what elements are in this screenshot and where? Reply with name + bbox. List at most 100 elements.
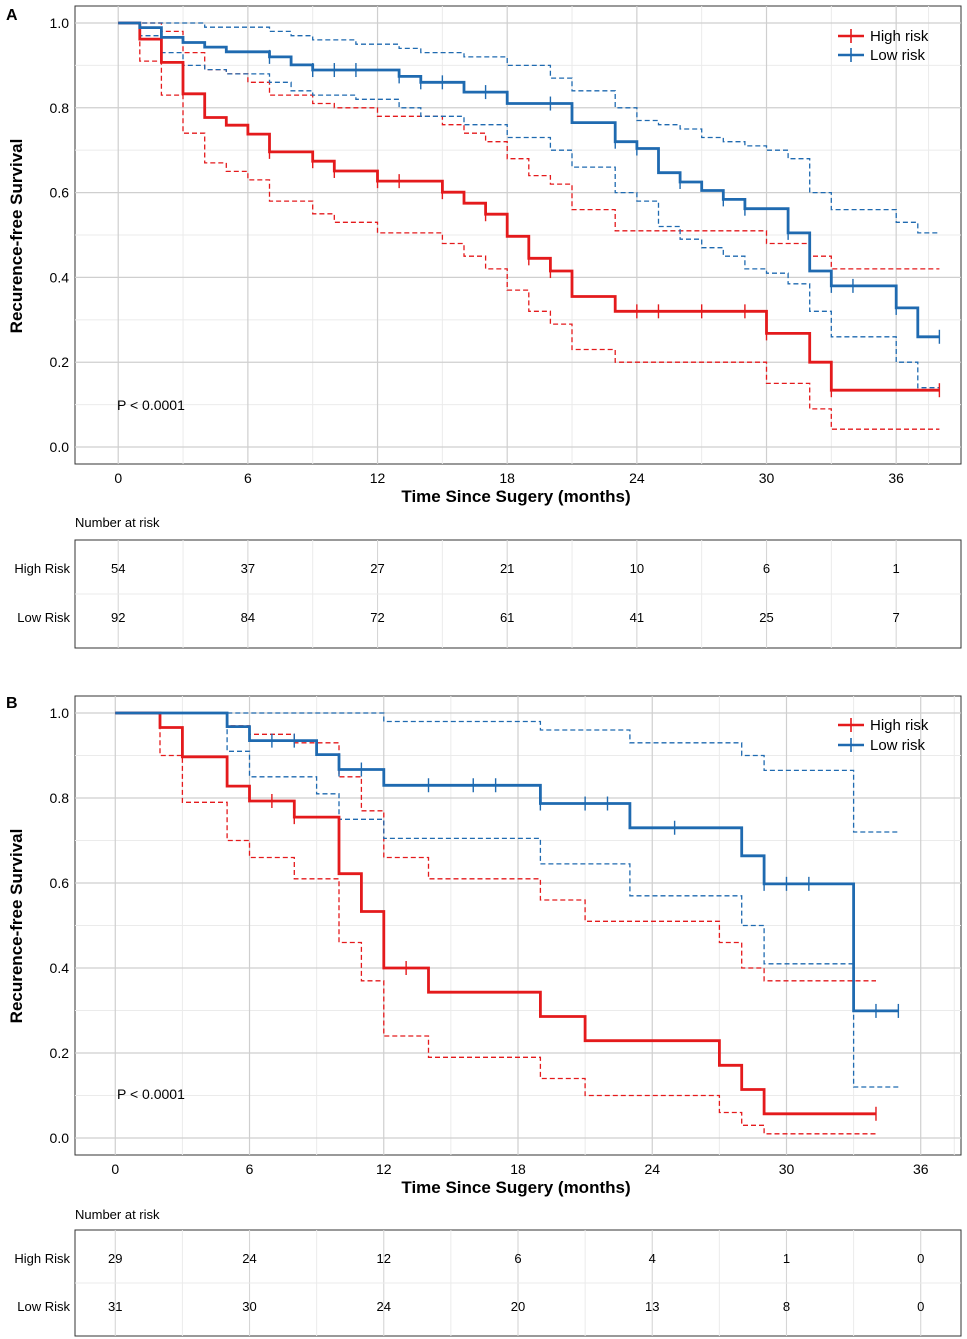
x-tick-label: 24 xyxy=(629,470,645,486)
risk-count: 8 xyxy=(783,1299,790,1314)
x-tick-label: 18 xyxy=(499,470,515,486)
low-risk-survival-curve xyxy=(115,711,899,1013)
y-tick-label: 0.8 xyxy=(50,100,70,116)
x-tick-label: 24 xyxy=(644,1161,660,1177)
low-risk-upper-ci xyxy=(115,712,899,833)
panel-a-y-ticks: 0.0 0.2 0.4 0.6 0.8 1.0 xyxy=(50,15,70,455)
panel-b-risk-table-grid xyxy=(75,1230,961,1336)
panel-b-legend: High risk Low risk xyxy=(838,717,929,754)
risk-count: 20 xyxy=(511,1299,525,1314)
panel-b-y-axis-title: Recurence-free Survival xyxy=(7,829,26,1024)
high-risk-upper-ci xyxy=(115,712,876,982)
panel-b-label: B xyxy=(6,695,18,712)
risk-count: 0 xyxy=(917,1251,924,1266)
risk-count: 41 xyxy=(630,610,644,625)
low-risk-upper-ci xyxy=(118,22,940,234)
panel-b-pvalue: P < 0.0001 xyxy=(117,1086,185,1102)
risk-count: 61 xyxy=(500,610,514,625)
risk-count: 10 xyxy=(630,561,644,576)
x-tick-label: 36 xyxy=(888,470,904,486)
risk-count: 6 xyxy=(514,1251,521,1266)
x-tick-label: 6 xyxy=(246,1161,254,1177)
panel-a-risk-row-label-low: Low Risk xyxy=(17,610,70,625)
y-tick-label: 0.6 xyxy=(50,875,70,891)
low-risk-lower-ci xyxy=(115,712,899,1088)
y-tick-label: 0.4 xyxy=(50,960,70,976)
panel-b-x-axis-title: Time Since Sugery (months) xyxy=(401,1178,630,1197)
y-tick-label: 0.2 xyxy=(50,354,70,370)
y-tick-label: 0.0 xyxy=(50,439,70,455)
high-risk-survival-curve xyxy=(115,711,876,1116)
risk-count: 24 xyxy=(242,1251,256,1266)
panel-a-legend-low-risk-label: Low risk xyxy=(870,47,926,64)
risk-count: 21 xyxy=(500,561,514,576)
panel-b-risk-table-title: Number at risk xyxy=(75,1207,160,1222)
risk-count: 4 xyxy=(649,1251,656,1266)
low-risk-survival-curve xyxy=(118,21,940,339)
panel-a-risk-table-title: Number at risk xyxy=(75,515,160,530)
risk-count: 0 xyxy=(917,1299,924,1314)
x-tick-label: 6 xyxy=(244,470,252,486)
risk-count: 25 xyxy=(759,610,773,625)
panel-a-censor-marks xyxy=(268,49,941,398)
panel-b-risk-row-label-high: High Risk xyxy=(14,1251,70,1266)
panel-b-y-ticks: 0.0 0.2 0.4 0.6 0.8 1.0 xyxy=(50,705,70,1146)
panel-a-y-axis-title: Recurence-free Survival xyxy=(7,139,26,334)
risk-count: 72 xyxy=(370,610,384,625)
risk-count: 54 xyxy=(111,561,125,576)
x-tick-label: 30 xyxy=(779,1161,795,1177)
y-tick-label: 1.0 xyxy=(50,15,70,31)
risk-count: 29 xyxy=(108,1251,122,1266)
y-tick-label: 0.2 xyxy=(50,1045,70,1061)
panel-a-x-ticks: 0 6 12 18 24 30 36 xyxy=(114,470,904,486)
panel-b-x-ticks: 0 6 12 18 24 30 36 xyxy=(111,1161,928,1177)
panel-b-legend-low-risk-label: Low risk xyxy=(870,737,926,754)
risk-count: 24 xyxy=(377,1299,391,1314)
panel-a-label: A xyxy=(6,7,18,24)
panel-b: B 0.00.20.40.60.81.0 0 6 12 18 24 30 36 P < 0.… xyxy=(6,695,962,1337)
y-tick-label: 0.0 xyxy=(50,1130,70,1146)
risk-count: 31 xyxy=(108,1299,122,1314)
panel-a-legend-high-risk-label: High risk xyxy=(870,28,929,45)
panel-b-risk-table-values: 29 24 12 6 4 1 0 31 30 24 20 13 8 0 xyxy=(108,1251,924,1314)
x-tick-label: 36 xyxy=(913,1161,929,1177)
risk-count: 37 xyxy=(241,561,255,576)
panel-b-legend-high-risk-label: High risk xyxy=(870,717,929,734)
risk-count: 1 xyxy=(783,1251,790,1266)
panel-a: A 0.0 0.2 0.4 0.6 0.8 1.0 0 6 12 18 24 30 36 P < 0.… xyxy=(6,5,962,649)
risk-count: 7 xyxy=(893,610,900,625)
x-tick-label: 0 xyxy=(114,470,122,486)
risk-count: 84 xyxy=(241,610,255,625)
panel-a-risk-row-label-high: High Risk xyxy=(14,561,70,576)
x-tick-label: 18 xyxy=(510,1161,526,1177)
y-tick-label: 1.0 xyxy=(50,705,70,721)
high-risk-lower-ci xyxy=(115,712,876,1135)
risk-count: 1 xyxy=(893,561,900,576)
panel-a-pvalue: P < 0.0001 xyxy=(117,397,185,413)
x-tick-label: 12 xyxy=(376,1161,392,1177)
panel-b-confidence-bands xyxy=(115,712,899,1135)
x-tick-label: 0 xyxy=(111,1161,119,1177)
panel-a-risk-table-values: 54 37 27 21 10 6 192 84 72 61 41 25 7 xyxy=(111,561,900,625)
panel-b-risk-row-label-low: Low Risk xyxy=(17,1299,70,1314)
y-tick-label: 0.6 xyxy=(50,185,70,201)
risk-count: 27 xyxy=(370,561,384,576)
x-tick-label: 30 xyxy=(759,470,775,486)
risk-count: 13 xyxy=(645,1299,659,1314)
risk-count: 12 xyxy=(377,1251,391,1266)
risk-count: 30 xyxy=(242,1299,256,1314)
panel-a-confidence-bands xyxy=(118,22,940,430)
y-tick-label: 0.8 xyxy=(50,790,70,806)
panel-b-censor-marks xyxy=(271,733,900,1121)
high-risk-lower-ci xyxy=(118,22,940,430)
y-tick-label: 0.4 xyxy=(50,269,70,285)
panel-a-x-axis-title: Time Since Sugery (months) xyxy=(401,487,630,506)
risk-count: 6 xyxy=(763,561,770,576)
high-risk-upper-ci xyxy=(118,22,940,270)
panel-a-legend: High risk Low risk xyxy=(838,28,929,64)
risk-count: 92 xyxy=(111,610,125,625)
panel-a-risk-table-grid xyxy=(75,540,961,648)
panel-b-curves xyxy=(115,711,899,1116)
x-tick-label: 12 xyxy=(370,470,386,486)
